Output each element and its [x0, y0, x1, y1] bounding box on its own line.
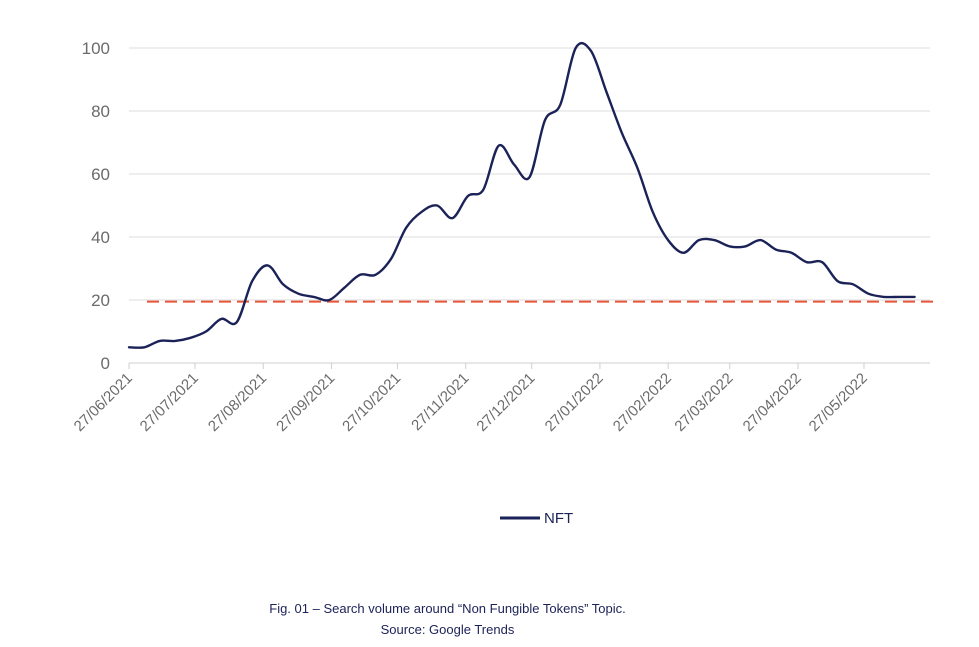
y-axis-ticks: 0 20 40 60 80 100 [82, 39, 110, 373]
figure-caption: Fig. 01 – Search volume around “Non Fung… [269, 601, 626, 616]
y-tick-label: 100 [82, 39, 110, 58]
x-tick-label: 27/03/2022 [671, 370, 736, 435]
x-tick-label: 27/07/2021 [137, 370, 202, 435]
series-line-nft [127, 41, 916, 349]
x-tick-label: 27/01/2022 [542, 370, 607, 435]
y-tick-label: 60 [91, 165, 110, 184]
x-tick-label: 27/12/2021 [473, 370, 538, 435]
x-tick-label: 27/08/2021 [205, 370, 270, 435]
y-tick-label: 0 [101, 354, 110, 373]
x-tick-label: 27/04/2022 [740, 370, 805, 435]
y-tick-label: 80 [91, 102, 110, 121]
x-tick-label: 27/05/2022 [806, 370, 871, 435]
legend: NFT [500, 510, 573, 527]
line-chart: 0 20 40 60 80 100 27/06/2021 27/07/2021 27/08/2… [71, 39, 937, 527]
x-tick-label: 27/06/2021 [71, 370, 136, 435]
legend-label: NFT [544, 510, 573, 527]
figure-source: Source: Google Trends [380, 622, 515, 637]
x-tick-label: 27/09/2021 [273, 370, 338, 435]
series-group [127, 41, 916, 349]
gridlines [129, 47, 930, 301]
x-tick-label: 27/11/2021 [408, 370, 472, 434]
y-tick-label: 40 [91, 228, 110, 247]
x-tick-label: 27/02/2022 [610, 370, 675, 435]
x-axis-ticks: 27/06/2021 27/07/2021 27/08/2021 27/09/2021… [71, 363, 871, 435]
x-tick-label: 27/10/2021 [339, 370, 404, 435]
y-tick-label: 20 [91, 291, 110, 310]
